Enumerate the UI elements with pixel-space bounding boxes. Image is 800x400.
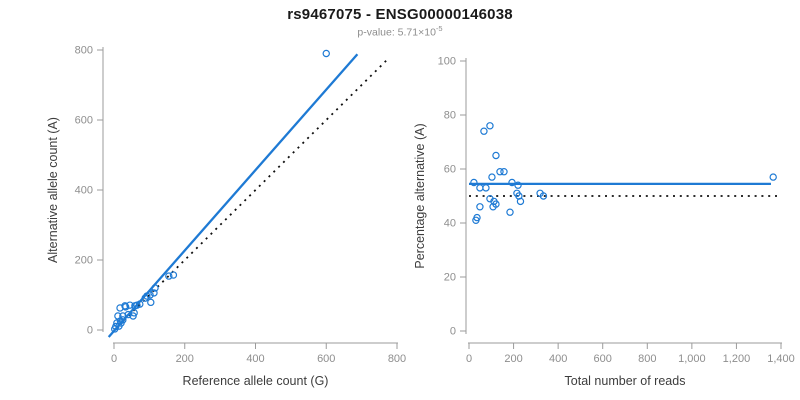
x-tick-label: 1,400 bbox=[767, 353, 795, 365]
y-axis-title: Percentage alternative (A) bbox=[413, 123, 427, 268]
y-tick-label: 0 bbox=[87, 325, 93, 337]
data-point bbox=[476, 203, 484, 211]
y-tick-label: 200 bbox=[75, 255, 93, 267]
x-tick-label: 1,000 bbox=[678, 353, 706, 365]
y-tick-label: 100 bbox=[438, 56, 456, 68]
data-point bbox=[473, 213, 481, 222]
data-point bbox=[121, 303, 130, 311]
figure-subtitle: p-value: 5.71×10-5 bbox=[0, 24, 800, 39]
pvalue-label: p-value: 5.71×10 bbox=[357, 26, 436, 39]
data-point bbox=[506, 208, 514, 216]
data-point bbox=[136, 300, 144, 308]
data-point bbox=[126, 301, 134, 309]
data-point bbox=[119, 312, 127, 320]
identity-line bbox=[113, 57, 390, 331]
allele-counts-plot: 0 200 400 600 800 0 200 400 600 800 Reference alle… bbox=[46, 45, 406, 389]
data-point bbox=[539, 192, 548, 200]
x-tick-label: 600 bbox=[594, 353, 612, 365]
percentage-vs-reads-plot: 0 20 40 60 80 100 0 200 400 600 800 1,000 1,200 1,400… bbox=[413, 56, 795, 389]
data-point bbox=[496, 167, 504, 176]
data-point bbox=[143, 292, 151, 300]
y-tick-label: 80 bbox=[444, 110, 456, 122]
x-tick-label: 200 bbox=[176, 353, 194, 365]
data-point bbox=[147, 298, 155, 307]
x-tick-label: 400 bbox=[549, 353, 567, 365]
y-axis-title: Alternative allele count (A) bbox=[46, 117, 60, 263]
data-point bbox=[322, 49, 330, 58]
x-tick-label: 800 bbox=[638, 353, 656, 365]
data-point bbox=[769, 173, 777, 181]
data-point bbox=[169, 271, 178, 279]
data-point bbox=[480, 127, 488, 135]
y-tick-label: 60 bbox=[444, 164, 456, 176]
x-tick-label: 400 bbox=[246, 353, 264, 365]
y-tick-label: 0 bbox=[450, 326, 456, 338]
data-point bbox=[470, 178, 478, 187]
data-point bbox=[492, 151, 500, 160]
data-point bbox=[500, 167, 508, 176]
data-point bbox=[119, 316, 127, 324]
data-point bbox=[165, 272, 173, 280]
data-point bbox=[129, 312, 137, 320]
data-point bbox=[488, 173, 496, 181]
y-tick-label: 400 bbox=[75, 185, 93, 197]
y-tick-label: 800 bbox=[75, 45, 93, 57]
regression-line bbox=[107, 53, 359, 338]
data-point bbox=[492, 200, 500, 208]
data-point bbox=[476, 184, 484, 192]
data-point bbox=[482, 184, 490, 192]
data-point bbox=[112, 322, 120, 331]
data-point bbox=[486, 122, 494, 130]
x-tick-label: 1,200 bbox=[723, 353, 751, 365]
figure-title: rs9467075 - ENSG00000146038 bbox=[287, 6, 513, 23]
x-tick-label: 200 bbox=[504, 353, 522, 365]
data-point bbox=[151, 284, 159, 292]
y-tick-label: 20 bbox=[444, 272, 456, 284]
x-tick-label: 800 bbox=[388, 353, 406, 365]
x-tick-label: 0 bbox=[466, 353, 472, 365]
pvalue-exponent: -5 bbox=[435, 24, 443, 33]
x-axis-title: Total number of reads bbox=[565, 374, 686, 388]
x-tick-label: 600 bbox=[317, 353, 335, 365]
x-tick-label: 0 bbox=[111, 353, 117, 365]
data-point bbox=[516, 197, 525, 206]
y-tick-label: 600 bbox=[75, 115, 93, 127]
x-axis-title: Reference allele count (G) bbox=[183, 374, 329, 388]
data-point bbox=[514, 181, 522, 189]
data-point bbox=[150, 289, 158, 297]
y-tick-label: 40 bbox=[444, 218, 456, 230]
data-point bbox=[130, 309, 138, 317]
data-point bbox=[146, 291, 154, 299]
data-point bbox=[508, 178, 516, 187]
